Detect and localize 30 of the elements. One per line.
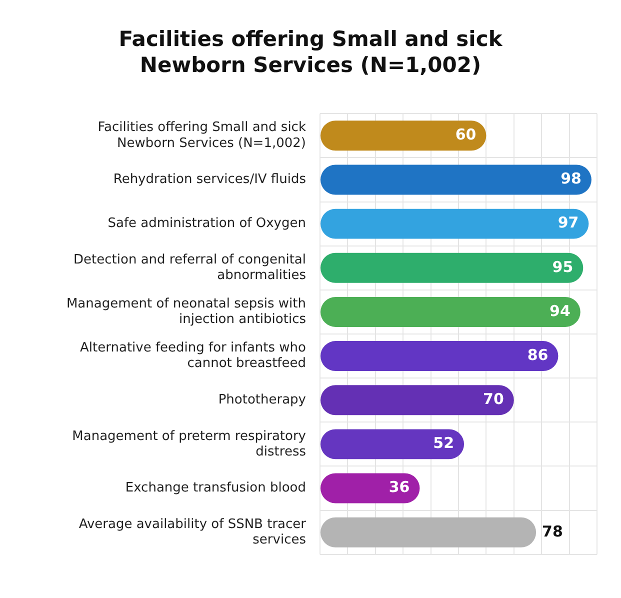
bar: [320, 120, 486, 151]
y-tick-label: Rehydration services/IV fluids: [113, 172, 306, 188]
bar: [320, 517, 536, 548]
bar: [320, 252, 584, 283]
bar: [320, 341, 558, 372]
bar: [320, 208, 589, 239]
data-label: 95: [552, 258, 574, 276]
data-label: 60: [455, 126, 476, 144]
bar: [320, 429, 464, 460]
y-tick-label: Management of preterm respiratory distress: [72, 428, 306, 460]
bar: [320, 473, 420, 504]
data-label: 97: [558, 214, 579, 232]
bar: [320, 296, 580, 327]
bar: [320, 164, 592, 195]
data-label: 78: [542, 522, 563, 540]
data-label: 98: [560, 170, 582, 188]
y-tick-label: Facilities offering Small and sick Newborn Services (N=1,002): [98, 120, 306, 151]
y-tick-label: Average availability of SSNB tracer services: [78, 516, 307, 548]
y-tick-label: Detection and referral of congenital abnormalities: [74, 252, 306, 284]
y-tick-label: Management of neonatal sepsis with injection antibiotics: [66, 296, 306, 328]
data-label: 86: [527, 346, 548, 364]
y-tick-label: Exchange transfusion blood: [125, 480, 306, 496]
data-label: 36: [388, 478, 410, 496]
data-label: 52: [433, 434, 454, 452]
y-tick-label: Alternative feeding for infants who cannot breastfeed: [80, 340, 306, 372]
y-tick-label: Safe administration of Oxygen: [108, 216, 306, 232]
data-label: 70: [483, 390, 504, 408]
bar: [320, 385, 514, 416]
data-label: 94: [550, 302, 570, 320]
y-tick-label: Phototherapy: [218, 392, 306, 408]
